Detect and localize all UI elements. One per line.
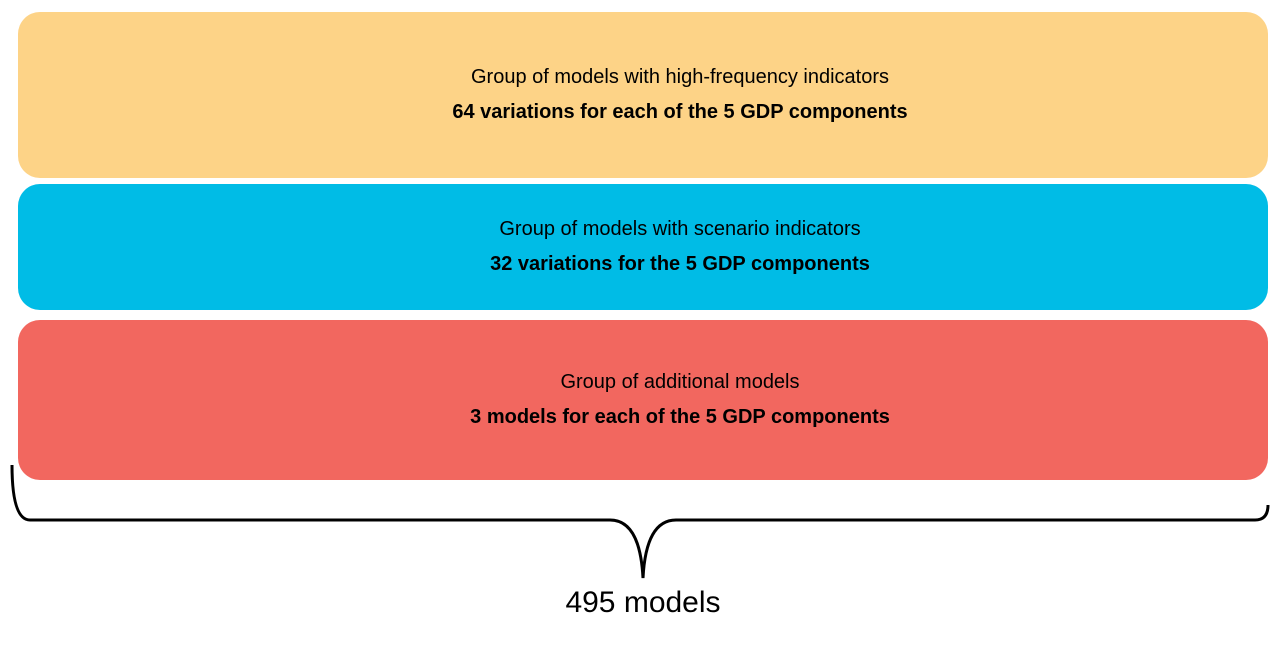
group-detail: 64 variations for each of the 5 GDP comp…: [452, 101, 908, 123]
group-label: Group of additional models: [560, 371, 800, 393]
group-label: Group of models with scenario indicators: [499, 218, 861, 240]
group-detail: 3 models for each of the 5 GDP component…: [470, 406, 890, 428]
group-box: Group of additional models 3 models for …: [18, 320, 1268, 480]
total-label: 495 models: [565, 586, 721, 619]
group-box: Group of models with high-frequency indi…: [18, 12, 1268, 178]
group-label: Group of models with high-frequency indi…: [471, 66, 889, 88]
group-box: Group of models with scenario indicators…: [18, 184, 1268, 310]
group-detail: 32 variations for the 5 GDP components: [490, 253, 870, 275]
brace-path: [10, 464, 1270, 579]
